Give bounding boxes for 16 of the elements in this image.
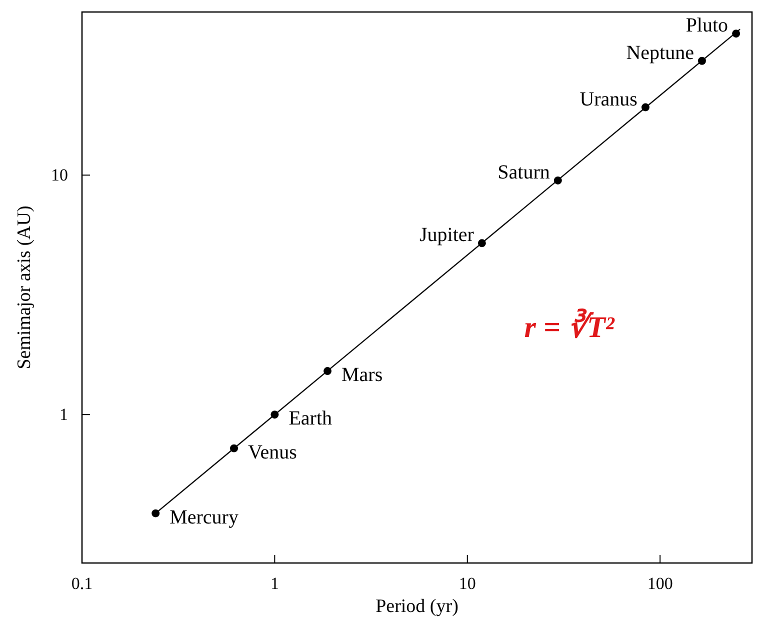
annotation: Jupiter: [419, 224, 474, 246]
annotation: Earth: [288, 408, 332, 430]
annotation: r = ∛T²: [524, 308, 616, 344]
annotation: Saturn: [498, 161, 550, 184]
y-axis-title: Semimajor axis (AU): [14, 206, 35, 370]
annotation: Mercury: [170, 506, 238, 528]
x-tick-label: 0.1: [71, 574, 93, 594]
x-tick-label: 10: [458, 574, 476, 594]
x-axis-title: Period (yr): [376, 596, 458, 617]
x-tick-label: 100: [647, 574, 673, 594]
x-tick-label: 1: [270, 574, 279, 594]
annotation: Uranus: [580, 88, 638, 110]
annotation: Neptune: [626, 42, 694, 64]
annotation: Mars: [342, 364, 383, 386]
annotation: Pluto: [686, 14, 728, 37]
annotation: Venus: [248, 441, 298, 464]
